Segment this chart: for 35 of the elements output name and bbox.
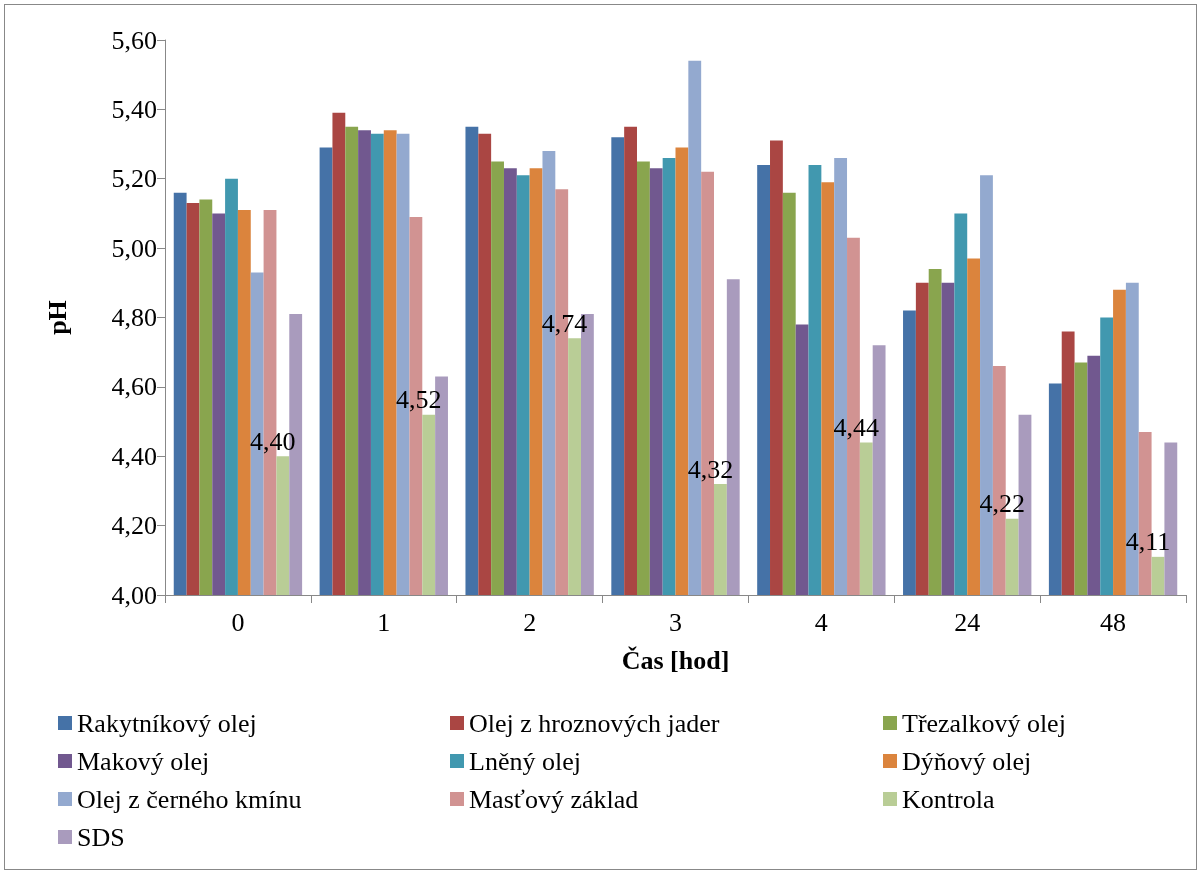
y-tick-label: 4,20 bbox=[111, 511, 157, 541]
y-tick-label: 4,00 bbox=[111, 580, 157, 610]
legend-label: Lněný olej bbox=[469, 746, 581, 776]
y-tick-label: 5,60 bbox=[111, 25, 157, 55]
x-tick-label: 3 bbox=[669, 607, 682, 637]
x-axis-title: Čas [hod] bbox=[621, 645, 730, 675]
y-tick-label: 4,40 bbox=[111, 441, 157, 471]
legend-label: Olej z černého kmínu bbox=[77, 784, 302, 814]
legend-label: Masťový základ bbox=[469, 784, 639, 814]
x-tick-label: 2 bbox=[523, 607, 537, 637]
data-label: 4,32 bbox=[687, 454, 734, 484]
data-label: 4,40 bbox=[250, 426, 296, 456]
y-tick-label: 5,00 bbox=[111, 233, 157, 263]
legend-label: Rakytníkový olej bbox=[77, 708, 257, 738]
y-axis-title: pH bbox=[42, 300, 72, 335]
data-label: 4,74 bbox=[541, 308, 588, 338]
y-tick-label: 5,20 bbox=[111, 164, 157, 194]
legend-label: Dýňový olej bbox=[902, 746, 1032, 776]
x-tick-label: 0 bbox=[231, 607, 245, 637]
data-label: 4,11 bbox=[1125, 527, 1171, 557]
legend-label: Třezalkový olej bbox=[902, 708, 1066, 738]
y-tick-label: 4,80 bbox=[111, 303, 157, 332]
data-label: 4,44 bbox=[833, 412, 880, 442]
data-label: 4,52 bbox=[395, 385, 442, 415]
legend-label: Olej z hroznových jader bbox=[469, 708, 720, 738]
legend-label: SDS bbox=[77, 822, 125, 852]
legend-label: Makový olej bbox=[77, 746, 210, 776]
x-tick-label: 24 bbox=[954, 607, 981, 637]
x-tick-label: 48 bbox=[1100, 607, 1127, 637]
legend-label: Kontrola bbox=[902, 784, 995, 814]
y-tick-label: 4,60 bbox=[111, 372, 157, 402]
x-tick-label: 1 bbox=[377, 607, 391, 637]
y-tick-label: 5,40 bbox=[111, 94, 157, 124]
x-tick-label: 4 bbox=[814, 607, 828, 637]
data-label: 4,22 bbox=[979, 489, 1025, 519]
